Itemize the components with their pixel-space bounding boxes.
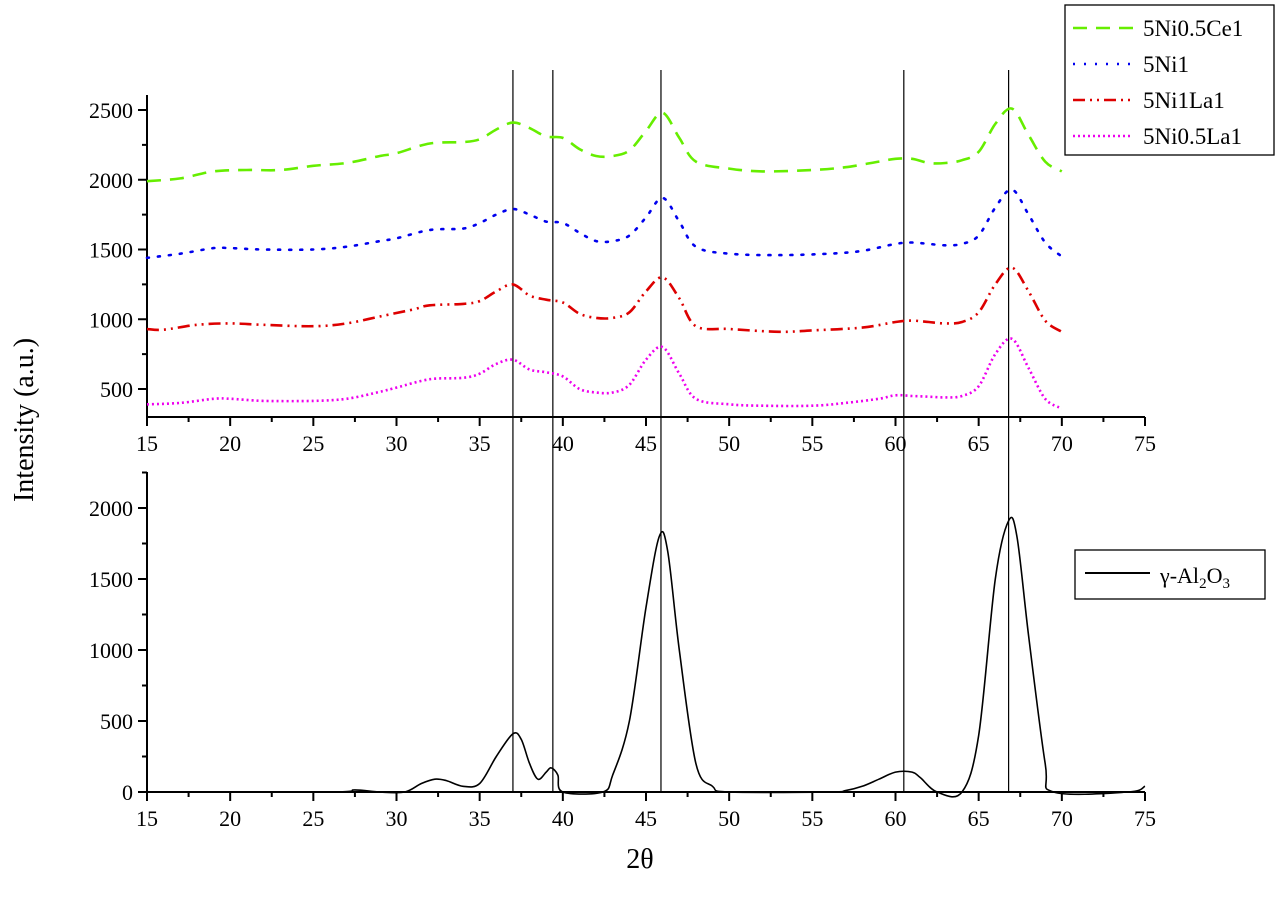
legend-label-al2o3: γ-Al2O3 <box>1159 563 1230 592</box>
x-tick-label: 40 <box>552 431 574 456</box>
x-tick-label: 60 <box>885 431 907 456</box>
x-tick-label: 15 <box>136 806 158 831</box>
legend-label: 5Ni0.5La1 <box>1143 124 1242 149</box>
x-tick-label: 50 <box>718 431 740 456</box>
legend-label: 5Ni1 <box>1143 52 1189 77</box>
x-tick-label: 60 <box>885 806 907 831</box>
y-tick-label: 1500 <box>89 238 133 263</box>
y-tick-label: 500 <box>100 709 133 734</box>
top-legend-box <box>1064 4 1275 156</box>
series-line-5Ni1La1 <box>146 266 1063 334</box>
y-tick-label: 1000 <box>89 307 133 332</box>
y-tick-label: 0 <box>122 780 133 805</box>
x-tick-label: 55 <box>801 806 823 831</box>
legend-label: 5Ni1La1 <box>1143 88 1225 113</box>
x-tick-label: 20 <box>219 431 241 456</box>
x-tick-label: 30 <box>386 806 408 831</box>
x-tick-label: 25 <box>302 806 324 831</box>
series-line-5Ni1 <box>145 188 1064 260</box>
series-line-Al2O3 <box>146 516 1146 798</box>
x-tick-label: 70 <box>1051 431 1073 456</box>
x-tick-label: 40 <box>552 806 574 831</box>
y-axis-label: Intensity (a.u.) <box>9 338 40 502</box>
x-tick-label: 35 <box>469 431 491 456</box>
x-tick-label: 75 <box>1134 806 1156 831</box>
x-tick-label: 45 <box>635 806 657 831</box>
x-tick-label: 65 <box>968 431 990 456</box>
x-tick-label: 75 <box>1134 431 1156 456</box>
x-tick-label: 30 <box>386 431 408 456</box>
x-axis-label: 2θ <box>626 844 653 875</box>
y-tick-label: 2000 <box>89 496 133 521</box>
y-tick-label: 1000 <box>89 638 133 663</box>
x-tick-label: 20 <box>219 806 241 831</box>
series-line-5Ni0.5La1 <box>146 337 1063 410</box>
legend-label: 5Ni0.5Ce1 <box>1143 16 1243 41</box>
x-tick-label: 25 <box>302 431 324 456</box>
x-tick-label: 70 <box>1051 806 1073 831</box>
bottom-legend: γ-Al2O3 <box>1074 549 1266 600</box>
x-tick-label: 35 <box>469 806 491 831</box>
x-tick-label: 15 <box>136 431 158 456</box>
top-panel: 15 20 25 30 35 40 45 50 55 60 65 70 75 500 1000 1500 200… <box>89 95 1156 456</box>
x-tick-label: 65 <box>968 806 990 831</box>
series-line-5Ni0.5Ce1 <box>146 107 1063 183</box>
bottom-panel: 15 20 25 30 35 40 45 50 55 60 65 70 75 0 500 1000 1500 20… <box>89 471 1156 831</box>
y-tick-label: 500 <box>100 377 133 402</box>
y-tick-label: 1500 <box>89 567 133 592</box>
bottom-legend-box <box>1074 549 1266 600</box>
y-tick-label: 2500 <box>89 98 133 123</box>
y-tick-label: 2000 <box>89 168 133 193</box>
x-tick-label: 45 <box>635 431 657 456</box>
x-tick-label: 55 <box>801 431 823 456</box>
reference-lines <box>512 70 1010 792</box>
top-legend: 5Ni0.5Ce1 5Ni1 5Ni1La1 5Ni0.5La1 <box>1064 4 1275 156</box>
x-tick-label: 50 <box>718 806 740 831</box>
